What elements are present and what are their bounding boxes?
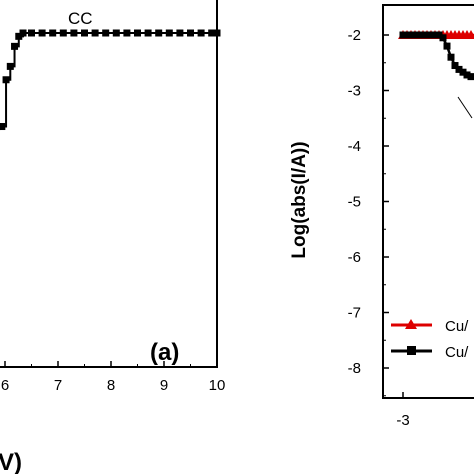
panel-b-black-data-point: [427, 31, 435, 39]
panel-b-y-tick-labels: -2 -3 -4 -5 -6 -7 -8: [348, 27, 361, 377]
panel-b-black-data-point: [455, 65, 463, 73]
panel-a-data-point: [81, 29, 88, 37]
panel-b-black-data-point: [435, 31, 443, 39]
panel-b-black-data-point: [467, 73, 474, 81]
legend-marker-square: [407, 346, 416, 355]
panel-b-black-data-point: [431, 31, 439, 39]
panel-b-x-tick-labels: -3: [396, 412, 409, 429]
panel-a-data-point: [176, 29, 184, 37]
panel-a-data-point: [197, 29, 205, 37]
panel-a-series: [0, 29, 221, 131]
panel-b-y-tick-label: -6: [348, 249, 361, 266]
panel-b-black-data-point: [419, 31, 427, 39]
panel-a-series-line: [0, 32, 217, 128]
panel-a-data-point: [38, 29, 46, 37]
panel-b-black-data-point: [399, 31, 407, 39]
panel-a-data-point: [2, 76, 10, 84]
panel-a-data-point: [11, 42, 19, 50]
panel-a-data-point: [123, 29, 131, 37]
panel-a-x-tick-label: 9: [160, 377, 168, 394]
panel-a-data-point: [134, 29, 141, 37]
panel-b-x-tick-label: -3: [396, 412, 409, 429]
panel-b-y-tick-label: -3: [348, 83, 361, 100]
panel-a-data-point: [112, 29, 120, 37]
legend-entry-red: Cu/: [445, 318, 469, 335]
panel-b-black-data-point: [411, 31, 419, 39]
panel-b-frame: [382, 4, 474, 399]
panel-a-x-tick-label: 6: [1, 377, 9, 394]
panel-a-x-axis-title: (V): [0, 449, 22, 474]
panel-b-y-tick-label: -4: [348, 138, 361, 155]
panel-a-data-point: [144, 29, 152, 37]
panel-a-cc-annotation: CC: [68, 9, 93, 28]
panel-b-y-axis-title: Log(abs(I/A)): [289, 141, 310, 258]
panel-b-black-data-point: [415, 31, 423, 39]
legend-marker-triangle: [405, 319, 417, 329]
panel-a-x-tick-label: 10: [209, 377, 226, 394]
panel-a-x-tick-label: 8: [107, 377, 115, 394]
panel-b: -2 -3 -4 -5 -6 -7 -8 -3 Log(abs(I/A)) Cu/ Cu/: [289, 4, 474, 429]
panel-b-y-tick-label: -2: [348, 27, 361, 44]
panel-b-series: [398, 30, 474, 81]
panel-a-x-tick-label: 7: [54, 377, 62, 394]
panel-b-annotation-arrow: [457, 96, 473, 119]
panel-a-data-point: [91, 29, 99, 37]
panel-a-x-ticks: [4, 361, 218, 367]
panel-a-data-point: [213, 29, 221, 37]
panel-b-black-data-point: [403, 31, 411, 39]
panel-a-data-point: [49, 29, 57, 37]
panel-b-black-data-point: [443, 42, 451, 50]
panel-b-y-ticks: [383, 34, 389, 397]
panel-a-data-point: [208, 29, 216, 37]
panel-b-black-data-point: [451, 62, 459, 70]
panel-a-data-point: [187, 29, 194, 37]
panel-b-black-data-point: [407, 31, 415, 39]
panel-b-y-tick-label: -7: [348, 305, 361, 322]
panel-a-label: (a): [150, 339, 179, 366]
panel-a-x-tick-labels: 6 7 8 9 10: [1, 377, 226, 394]
panel-a-data-point: [155, 29, 163, 37]
panel-b-black-data-point: [439, 34, 447, 42]
panel-b-black-data-point: [423, 31, 431, 39]
panel-a-data-point: [15, 32, 23, 40]
panel-a-data-point: [19, 29, 27, 37]
panel-a-data-point: [165, 29, 173, 37]
panel-a: 6 7 8 9 10 CC (a) (V): [0, 0, 225, 474]
panel-b-y-tick-label: -8: [348, 360, 361, 377]
legend-entry-black: Cu/: [445, 344, 469, 361]
panel-a-data-point: [70, 29, 78, 37]
panel-b-black-data-point: [459, 68, 467, 76]
panel-b-legend: Cu/ Cu/: [391, 318, 469, 361]
panel-b-y-tick-label: -5: [348, 194, 361, 211]
panel-a-data-point: [6, 62, 14, 70]
panel-a-frame: [0, 0, 218, 368]
panel-b-red-data-point: [466, 30, 474, 39]
panel-a-data-point: [0, 123, 6, 131]
panel-b-black-data-point: [463, 71, 471, 79]
panel-b-black-data-point: [447, 53, 455, 61]
panel-a-data-point: [28, 29, 35, 37]
panel-a-data-point: [59, 29, 67, 37]
panel-a-data-point: [102, 29, 110, 37]
